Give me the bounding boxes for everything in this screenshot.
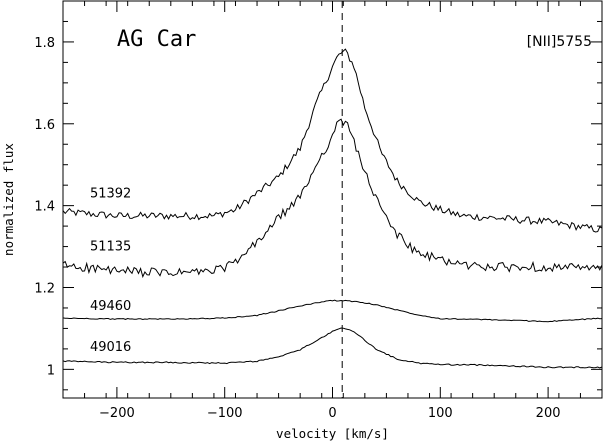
series-label-51135: 51135 bbox=[90, 240, 131, 255]
series-label-51392: 51392 bbox=[90, 186, 131, 201]
x-tick-label: −200 bbox=[99, 406, 135, 421]
line-annotation: [NII]5755 bbox=[527, 34, 592, 50]
x-tick-label: 200 bbox=[536, 406, 561, 421]
series-line-49460 bbox=[62, 299, 603, 323]
series-labels: 51392 51135 49460 49016 bbox=[90, 186, 131, 354]
series-label-49016: 49016 bbox=[90, 340, 131, 355]
y-tick-label: 1.6 bbox=[34, 118, 55, 133]
plot-frame bbox=[62, 0, 603, 399]
y-tick-label: 1.2 bbox=[34, 281, 55, 296]
series-line-51392 bbox=[62, 48, 603, 233]
tick-marks bbox=[62, 1, 603, 398]
y-tick-label: 1.8 bbox=[34, 36, 55, 51]
tick-labels: −200 −100 0 100 200 1 1.2 1.4 1.6 1.8 bbox=[34, 36, 560, 421]
x-axis-label: velocity [km/s] bbox=[276, 426, 389, 441]
chart-title: AG Car bbox=[117, 27, 196, 52]
series-line-49016 bbox=[62, 327, 603, 369]
x-tick-label: 100 bbox=[428, 406, 453, 421]
y-tick-label: 1.4 bbox=[34, 200, 55, 215]
y-axis-label: normalized flux bbox=[1, 143, 16, 256]
x-tick-label: −100 bbox=[207, 406, 243, 421]
y-tick-label: 1 bbox=[47, 363, 55, 378]
series-label-49460: 49460 bbox=[90, 299, 131, 314]
x-tick-label: 0 bbox=[328, 406, 336, 421]
series-group bbox=[62, 48, 603, 369]
series-line-51135 bbox=[62, 118, 603, 279]
